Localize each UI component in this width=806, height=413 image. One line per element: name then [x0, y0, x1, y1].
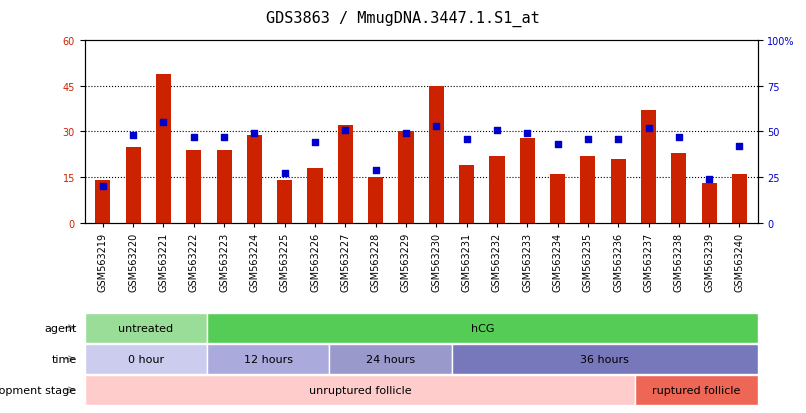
Text: 24 hours: 24 hours [366, 354, 415, 364]
Point [491, 127, 504, 134]
Bar [459, 166, 474, 223]
Point [430, 123, 442, 130]
Point [127, 133, 139, 139]
Text: hCG: hCG [471, 323, 494, 333]
Bar [186, 150, 202, 223]
Text: unruptured follicle: unruptured follicle [309, 385, 411, 395]
Bar [126, 147, 141, 223]
Text: time: time [52, 354, 77, 364]
Point [400, 131, 413, 137]
Point [248, 131, 261, 137]
Point [460, 136, 473, 143]
Text: untreated: untreated [118, 323, 173, 333]
Point [551, 142, 564, 148]
Bar [307, 169, 322, 223]
Text: 0 hour: 0 hour [127, 354, 164, 364]
Bar [368, 178, 383, 223]
Bar [611, 159, 625, 223]
Point [733, 143, 746, 150]
Point [97, 183, 110, 190]
Bar [701, 184, 717, 223]
Bar [489, 157, 505, 223]
Bar [550, 175, 565, 223]
Point [218, 134, 231, 141]
Point [309, 140, 322, 146]
Text: 12 hours: 12 hours [243, 354, 293, 364]
Bar [247, 135, 262, 223]
Bar [338, 126, 353, 223]
Point [703, 176, 716, 183]
Point [642, 125, 655, 132]
Point [612, 136, 625, 143]
Bar [641, 111, 656, 223]
Point [278, 171, 291, 177]
Bar [429, 87, 444, 223]
Point [157, 120, 170, 126]
Text: ruptured follicle: ruptured follicle [652, 385, 741, 395]
Bar [398, 132, 413, 223]
Bar [580, 157, 596, 223]
Text: development stage: development stage [0, 385, 77, 395]
Point [521, 131, 534, 137]
Bar [732, 175, 747, 223]
Bar [156, 75, 171, 223]
Text: 36 hours: 36 hours [580, 354, 629, 364]
Bar [520, 138, 535, 223]
Bar [217, 150, 231, 223]
Text: agent: agent [44, 323, 77, 333]
Text: GDS3863 / MmugDNA.3447.1.S1_at: GDS3863 / MmugDNA.3447.1.S1_at [266, 10, 540, 26]
Bar [277, 180, 293, 223]
Point [369, 167, 382, 173]
Point [672, 134, 685, 141]
Bar [95, 180, 110, 223]
Bar [671, 153, 687, 223]
Point [187, 134, 200, 141]
Point [581, 136, 594, 143]
Point [339, 127, 351, 134]
